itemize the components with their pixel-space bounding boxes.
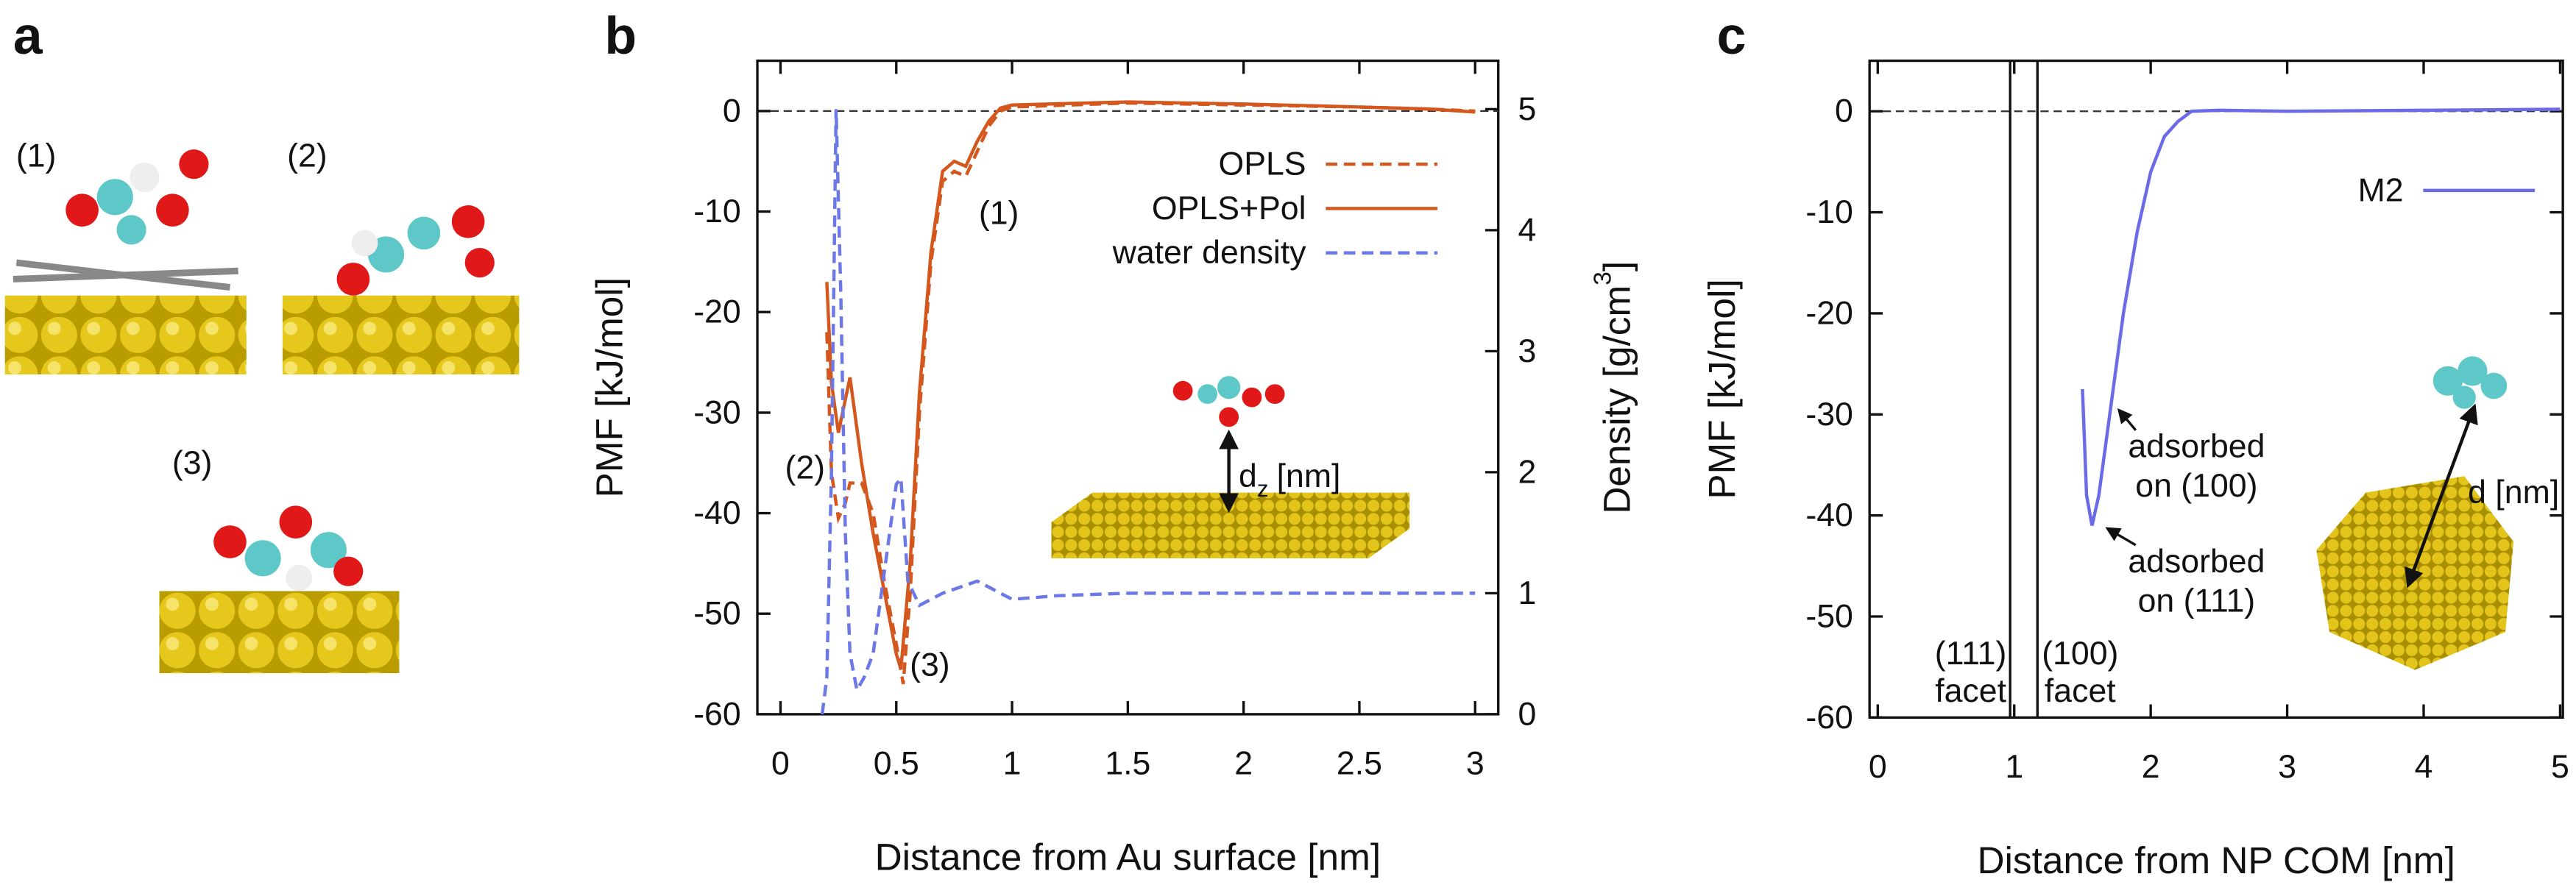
y2-tick-label: 1 bbox=[1518, 575, 1537, 611]
y-tick-label: -40 bbox=[1805, 497, 1853, 533]
x-tick-label: 4 bbox=[2415, 749, 2433, 785]
inset-label-main: d bbox=[1239, 458, 1257, 494]
y-tick-label: -10 bbox=[1805, 194, 1853, 230]
series-line bbox=[825, 100, 1476, 670]
annotation: d [nm] bbox=[2468, 475, 2559, 511]
annotation-arrow bbox=[2117, 408, 2137, 431]
y2-axis-title: Density [g/cm3] bbox=[1589, 261, 1638, 514]
x-tick-label: 5 bbox=[2551, 749, 2569, 785]
legend-label: OPLS+Pol bbox=[1152, 191, 1306, 227]
y-tick-label: -40 bbox=[693, 495, 741, 531]
panel-letter: c bbox=[1717, 7, 1747, 65]
nanoparticle bbox=[2316, 356, 2514, 670]
y2-axis-title-main: Density [g/cm bbox=[1596, 285, 1638, 514]
y-axis-title: PMF [kJ/mol] bbox=[1701, 279, 1743, 499]
y2-axis-title-sup: 3 bbox=[1589, 271, 1616, 285]
x-tick-label: 2.5 bbox=[1337, 745, 1382, 781]
y-axis-title: PMF [kJ/mol] bbox=[589, 277, 631, 497]
snapshot-2 bbox=[282, 205, 520, 374]
x-tick-label: 0 bbox=[771, 745, 790, 781]
series-line bbox=[2081, 107, 2561, 526]
x-tick-label: 3 bbox=[1466, 745, 1485, 781]
series-line bbox=[825, 101, 1476, 685]
y-tick-label: -60 bbox=[693, 696, 741, 732]
y-tick-label: -10 bbox=[693, 193, 741, 230]
x-tick-label: 0.5 bbox=[874, 745, 919, 781]
y-tick-label: -20 bbox=[693, 294, 741, 330]
legend-label: M2 bbox=[2358, 172, 2404, 208]
annotation-arrow bbox=[2105, 527, 2137, 547]
facet-label: (111) bbox=[1935, 636, 2007, 672]
annotation: on (100) bbox=[2135, 468, 2257, 504]
x-tick-label: 1 bbox=[2005, 749, 2023, 785]
panel-letter: b bbox=[604, 7, 637, 65]
x-tick-label: 2 bbox=[1234, 745, 1253, 781]
x-axis-title: Distance from Au surface [nm] bbox=[875, 836, 1381, 878]
snapshot-label: (1) bbox=[16, 138, 57, 174]
y2-tick-label: 4 bbox=[1518, 212, 1537, 248]
facet-label: (100) bbox=[2042, 636, 2118, 672]
y-tick-label: -20 bbox=[1805, 295, 1853, 331]
annotation: adsorbed bbox=[2128, 429, 2265, 465]
annotation: (1) bbox=[979, 196, 1019, 232]
snapshot-3 bbox=[159, 505, 400, 674]
x-tick-label: 3 bbox=[2278, 749, 2296, 785]
y2-axis-title-end: ] bbox=[1596, 261, 1638, 271]
y-tick-label: -30 bbox=[1805, 397, 1853, 433]
y-tick-label: 0 bbox=[723, 93, 741, 129]
y-tick-label: 0 bbox=[1835, 93, 1853, 129]
snapshot-label: (2) bbox=[287, 138, 328, 174]
y2-tick-label: 2 bbox=[1518, 454, 1537, 490]
facet-label: facet bbox=[1935, 673, 2006, 709]
x-tick-label: 2 bbox=[2142, 749, 2160, 785]
au-slab bbox=[1051, 376, 1410, 558]
x-tick-label: 0 bbox=[1869, 749, 1887, 785]
facet-label: facet bbox=[2045, 673, 2116, 709]
y-tick-label: -50 bbox=[1805, 598, 1853, 634]
legend-label: water density bbox=[1112, 235, 1307, 271]
plot-frame bbox=[756, 59, 1500, 716]
inset-label-sub: z bbox=[1257, 476, 1269, 502]
annotation: (3) bbox=[910, 647, 950, 683]
plot-frame bbox=[1868, 59, 2564, 719]
inset-label: dz [nm] bbox=[1239, 458, 1340, 502]
annotation: adsorbed bbox=[2128, 544, 2265, 580]
x-axis-title: Distance from NP COM [nm] bbox=[1977, 839, 2455, 881]
y-tick-label: -30 bbox=[693, 394, 741, 430]
y-tick-label: -60 bbox=[1805, 700, 1853, 736]
x-tick-label: 1.5 bbox=[1105, 745, 1150, 781]
snapshot-label: (3) bbox=[172, 445, 213, 481]
series-line bbox=[820, 109, 1476, 715]
y2-tick-label: 0 bbox=[1518, 696, 1537, 732]
annotation: (2) bbox=[785, 450, 825, 486]
inset-label-unit: [nm] bbox=[1277, 458, 1341, 494]
panel-letter: a bbox=[13, 7, 43, 65]
y2-tick-label: 3 bbox=[1518, 333, 1537, 369]
snapshot-1 bbox=[4, 149, 247, 374]
legend-label: OPLS bbox=[1218, 146, 1306, 182]
x-tick-label: 1 bbox=[1003, 745, 1022, 781]
annotation: on (111) bbox=[2138, 583, 2256, 619]
y-tick-label: -50 bbox=[693, 596, 741, 632]
y2-tick-label: 5 bbox=[1518, 91, 1537, 127]
